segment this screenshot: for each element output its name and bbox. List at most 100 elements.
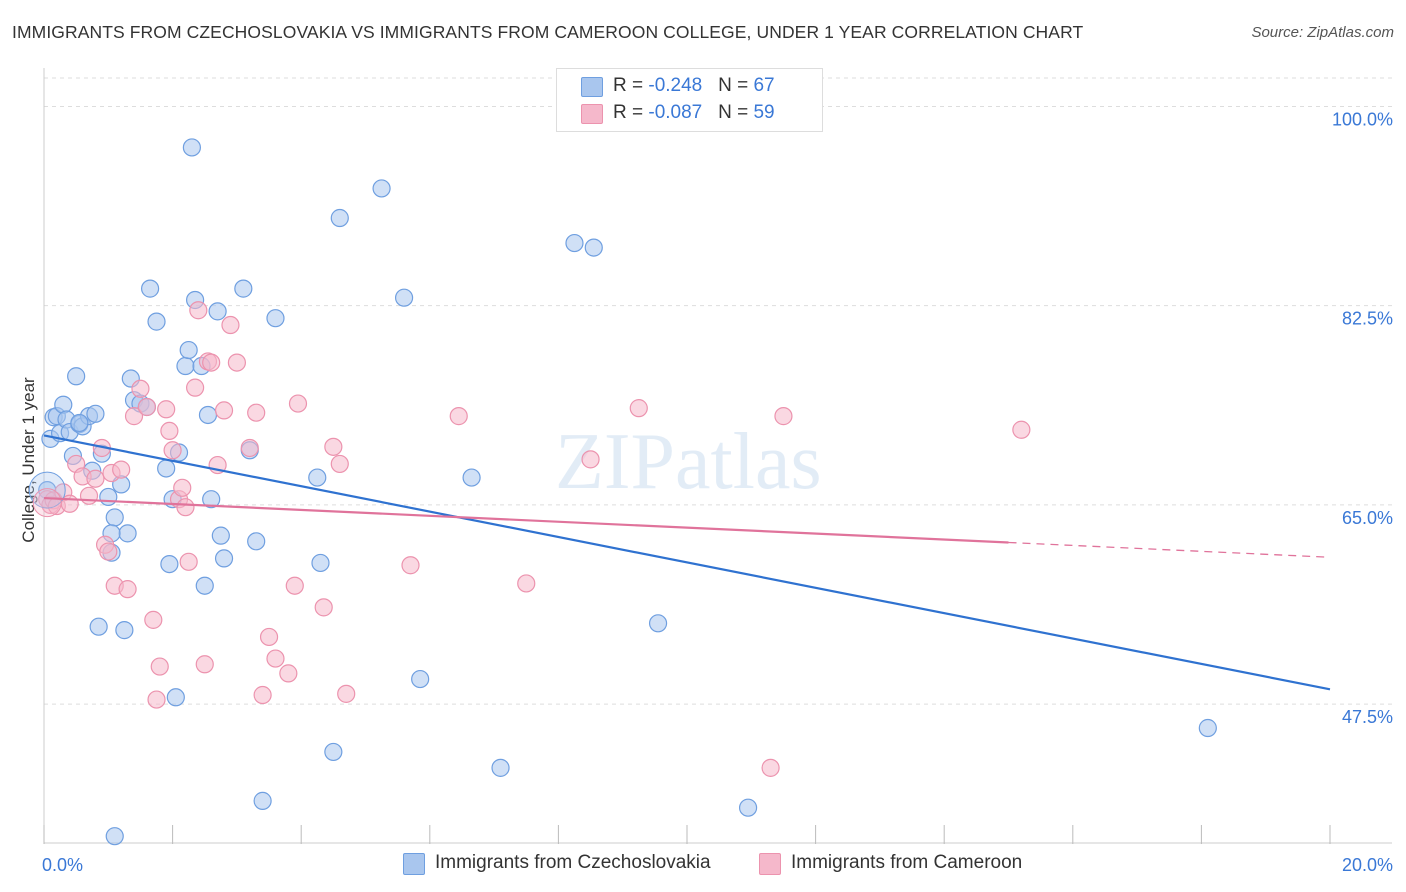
point-czech <box>195 576 214 595</box>
point-czech <box>1198 718 1217 738</box>
legend-czech-r-label: R = <box>613 75 649 96</box>
y-tick-label: 100.0% <box>1332 109 1393 129</box>
point-cameroon <box>144 610 163 629</box>
bottom-legend-label-cameroon: Immigrants from Cameroon <box>791 852 1023 873</box>
point-cameroon <box>118 580 137 599</box>
point-cameroon <box>314 598 333 617</box>
source-label: Source: ZipAtlas.com <box>1251 24 1394 41</box>
point-cameroon <box>189 301 208 320</box>
point-cameroon <box>150 657 169 676</box>
point-cameroon <box>761 758 780 777</box>
point-cameroon <box>581 450 600 469</box>
point-czech <box>330 208 349 228</box>
point-czech <box>70 413 89 433</box>
point-cameroon <box>517 574 536 593</box>
point-czech <box>462 468 481 487</box>
point-czech <box>176 356 195 376</box>
x-tick-label: 0.0% <box>42 855 83 875</box>
point-cameroon <box>124 407 144 426</box>
point-cameroon <box>179 552 198 571</box>
point-czech <box>253 791 272 810</box>
point-czech <box>394 288 414 307</box>
bottom-legend-label-czech: Immigrants from Czechoslovakia <box>435 852 711 873</box>
point-czech <box>198 405 218 425</box>
x-tick-label: 20.0% <box>1342 855 1393 875</box>
point-czech <box>166 688 185 707</box>
gridlines <box>44 77 1392 705</box>
point-czech <box>160 554 179 574</box>
point-czech <box>208 302 227 321</box>
point-cameroon <box>173 478 192 497</box>
point-czech <box>372 179 391 198</box>
point-czech <box>140 279 160 298</box>
point-czech <box>411 669 430 689</box>
point-cameroon <box>253 685 272 705</box>
point-cameroon <box>157 400 176 419</box>
point-czech <box>86 404 105 423</box>
point-cameroon <box>176 498 195 517</box>
point-czech <box>157 459 176 478</box>
chart-title: IMMIGRANTS FROM CZECHOSLOVAKIA VS IMMIGR… <box>12 22 1084 42</box>
point-cameroon <box>214 401 234 420</box>
point-cameroon <box>288 394 308 413</box>
point-czech <box>202 490 221 509</box>
legend-swatch-cameroon <box>581 104 603 124</box>
point-czech <box>491 758 510 777</box>
point-cameroon <box>324 437 343 456</box>
point-czech <box>308 468 327 487</box>
point-cameroon <box>285 576 304 595</box>
point-czech <box>648 614 668 633</box>
point-czech <box>234 279 253 298</box>
point-czech <box>565 233 584 253</box>
y-tick-labels: 47.5% 65.0% 82.5% 100.0% <box>1332 109 1393 727</box>
legend-cameroon-n-value: 59 <box>753 102 775 123</box>
legend-czech-n-label: N = <box>718 75 754 96</box>
point-czech <box>182 138 201 157</box>
point-czech <box>67 367 86 386</box>
point-czech <box>738 798 758 817</box>
trend-lines <box>43 434 1331 691</box>
axes <box>43 68 1392 844</box>
bottom-legend-swatch-cameroon <box>759 853 781 875</box>
point-cameroon <box>629 399 648 418</box>
point-czech <box>115 621 134 640</box>
point-cameroon <box>1012 420 1031 439</box>
legend-czech-n-value: 67 <box>753 75 775 96</box>
bottom-legend-swatch-czech <box>403 853 425 875</box>
point-cameroon <box>337 684 356 703</box>
point-czech <box>311 553 330 573</box>
data-points <box>28 138 1217 846</box>
legend-cameroon-r-value: -0.087 <box>648 102 703 123</box>
point-cameroon <box>86 469 105 488</box>
point-cameroon <box>163 441 182 460</box>
watermark: ZIPatlas <box>555 418 822 506</box>
point-cameroon <box>195 655 214 674</box>
trend-line-cameroon <box>43 496 1009 544</box>
point-czech <box>247 532 266 551</box>
point-czech <box>211 526 230 545</box>
point-czech <box>54 395 73 414</box>
legend-swatch-czech <box>581 77 603 97</box>
point-cameroon <box>266 649 285 668</box>
point-cameroon <box>279 664 298 683</box>
y-axis-label: College, Under 1 year <box>19 377 38 543</box>
legend-cameroon-r-label: R = <box>613 102 649 123</box>
point-cameroon <box>221 315 240 335</box>
point-cameroon <box>131 379 150 398</box>
point-cameroon <box>147 690 166 709</box>
trend-line-cameroon-extension <box>1008 541 1331 558</box>
point-cameroon <box>112 460 131 479</box>
point-cameroon-cluster <box>32 488 62 518</box>
point-cameroon <box>247 403 266 422</box>
point-cameroon <box>79 486 99 505</box>
point-czech <box>214 549 234 568</box>
point-cameroon <box>449 407 468 426</box>
y-tick-label: 65.0% <box>1342 508 1393 528</box>
point-czech <box>147 312 166 331</box>
point-czech <box>584 238 603 257</box>
point-cameroon <box>99 542 118 561</box>
y-tick-label: 82.5% <box>1342 309 1393 329</box>
point-cameroon <box>202 353 221 372</box>
correlation-legend: R = -0.248 N = 67 R = -0.087 N = 59 <box>556 68 823 132</box>
